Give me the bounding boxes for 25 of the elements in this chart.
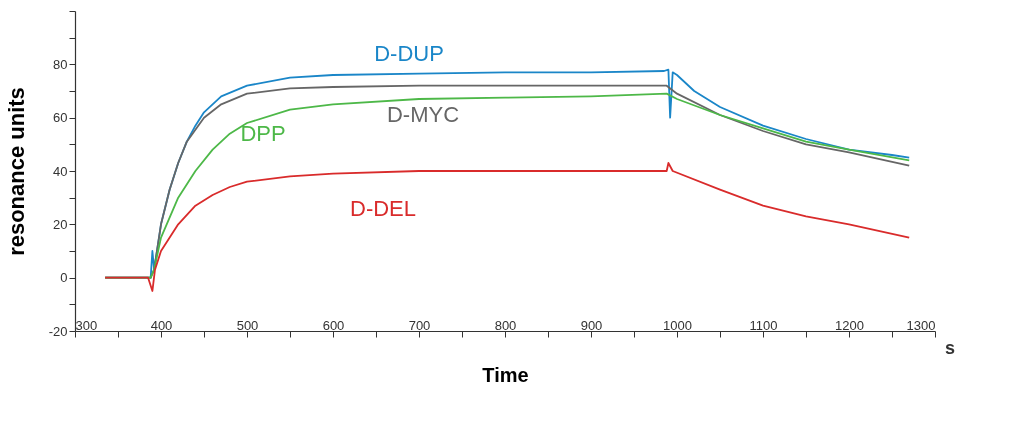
line-series: [104, 162, 911, 292]
y-tick-label: 60: [53, 110, 68, 126]
y-tick-label: 40: [53, 163, 68, 179]
x-tick-label: 400: [150, 317, 173, 333]
x-tick-label: 700: [408, 317, 431, 333]
x-tick-label: 500: [236, 317, 259, 333]
y-tick-label: -20: [48, 323, 68, 339]
x-tick-label: 600: [322, 317, 345, 333]
series-label: D-MYC: [386, 102, 460, 127]
x-tick-label: 1000: [663, 317, 692, 333]
series-label: DPP: [240, 121, 286, 147]
y-tick-label: 80: [53, 56, 68, 72]
x-tick-label: 1300: [906, 317, 936, 333]
x-tick-label: 900: [580, 317, 603, 333]
text: s: [945, 338, 956, 358]
y-tick-label: 20: [53, 216, 68, 232]
x-tick-label: 300: [75, 317, 98, 333]
x-tick-label: 800: [494, 317, 517, 333]
series-label: D-DEL: [349, 195, 417, 221]
x-tick-label: 1200: [835, 317, 864, 333]
series-label: D-DUP: [374, 40, 444, 66]
y-tick-label: 0: [60, 270, 68, 286]
x-axis-title: Time: [482, 364, 529, 386]
x-tick-label: 1100: [749, 317, 778, 333]
y-axis-title: resonance units: [3, 87, 29, 256]
